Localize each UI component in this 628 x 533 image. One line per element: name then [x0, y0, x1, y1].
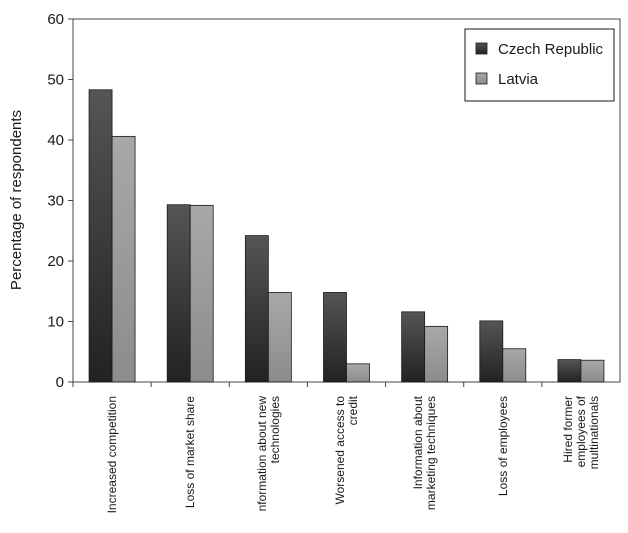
bar-czech-republic	[401, 311, 426, 383]
y-axis-title: Percentage of respondents	[8, 110, 25, 290]
y-tick-label: 10	[47, 314, 64, 331]
bar-latvia	[502, 348, 527, 383]
bar-latvia	[580, 359, 605, 383]
y-tick-label: 60	[47, 11, 64, 28]
x-category-label: Information aboutmarketing techniques	[411, 395, 438, 510]
x-category-label: Loss of employees	[496, 396, 510, 496]
y-tick-label: 30	[47, 193, 64, 210]
bar-latvia	[111, 135, 136, 383]
y-tick-label: 0	[56, 374, 64, 391]
x-category-label: Hired formeremployees ofmultinationals	[561, 395, 601, 469]
bar-latvia	[346, 363, 370, 383]
x-category-label: Loss of market share	[183, 396, 197, 508]
bar-czech-republic	[244, 235, 269, 383]
y-tick-label: 50	[47, 72, 64, 89]
x-category-label: Worsened access tocredit	[333, 395, 360, 504]
legend-label: Latvia	[498, 71, 539, 88]
x-category-label: Increased competition	[105, 396, 119, 513]
legend-swatch	[475, 42, 488, 55]
bar-czech-republic	[557, 359, 582, 383]
y-tick-label: 40	[47, 132, 64, 149]
y-tick-label: 20	[47, 253, 64, 270]
legend-label: Czech Republic	[498, 41, 604, 58]
bar-latvia	[189, 204, 214, 383]
bar-czech-republic	[323, 292, 347, 383]
legend: Czech Republic Latvia	[464, 28, 615, 102]
plot-area: 0 10 20 30 40 50 60 Increased competition Loss o…	[47, 11, 621, 513]
bar-czech-republic	[88, 89, 113, 383]
bar-czech-republic	[166, 204, 191, 383]
bar-latvia	[267, 292, 292, 383]
x-category-label: nformation about newtechnologies	[255, 396, 282, 512]
legend-swatch	[475, 72, 488, 85]
bar-latvia	[424, 325, 449, 383]
bar-czech-republic	[479, 320, 504, 383]
legend-box	[464, 28, 615, 102]
